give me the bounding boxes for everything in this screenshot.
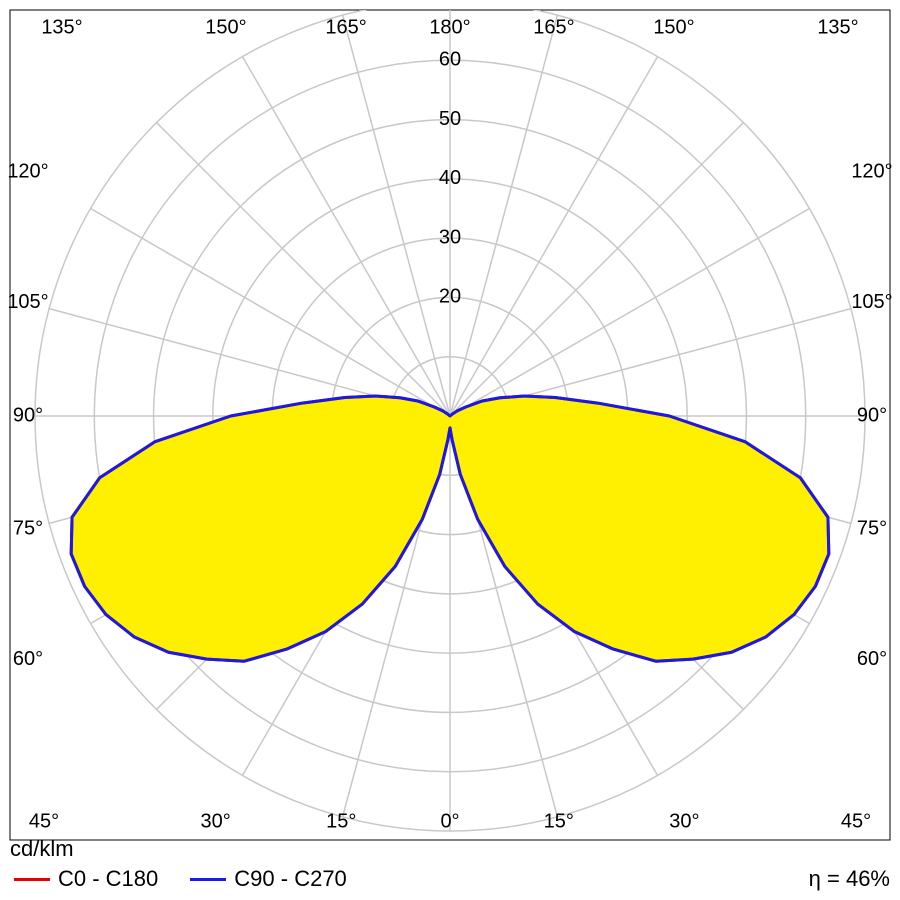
svg-text:60°: 60°: [13, 648, 43, 670]
svg-text:150°: 150°: [205, 16, 246, 38]
svg-text:135°: 135°: [41, 16, 82, 38]
svg-text:75°: 75°: [13, 517, 43, 539]
legend-swatch-c90: [190, 878, 226, 881]
svg-text:30°: 30°: [669, 810, 699, 832]
svg-text:165°: 165°: [533, 16, 574, 38]
svg-text:60: 60: [439, 49, 461, 71]
svg-text:105°: 105°: [851, 291, 892, 313]
eta-label: η = 46%: [809, 866, 890, 892]
svg-text:20: 20: [439, 286, 461, 308]
legend-item-c0: C0 - C180: [10, 866, 158, 892]
svg-text:45°: 45°: [841, 810, 871, 832]
svg-text:40: 40: [439, 167, 461, 189]
svg-text:15°: 15°: [326, 810, 356, 832]
svg-text:60°: 60°: [857, 648, 887, 670]
svg-text:45°: 45°: [29, 810, 59, 832]
svg-text:90°: 90°: [857, 404, 887, 426]
legend-label-c0: C0 - C180: [58, 866, 158, 892]
polar-chart-svg: 20 30 40 50 60 135° 150° 165° 180° 165° 150° 135° 12…: [0, 0, 900, 900]
svg-text:75°: 75°: [857, 517, 887, 539]
svg-text:150°: 150°: [653, 16, 694, 38]
svg-text:105°: 105°: [7, 291, 48, 313]
legend: C0 - C180 C90 - C270 η = 46%: [10, 866, 890, 892]
svg-text:180°: 180°: [429, 16, 470, 38]
svg-text:50: 50: [439, 108, 461, 130]
svg-text:15°: 15°: [544, 810, 574, 832]
svg-text:30°: 30°: [200, 810, 230, 832]
svg-text:0°: 0°: [440, 810, 459, 832]
legend-swatch-c0: [14, 878, 50, 881]
svg-text:30: 30: [439, 226, 461, 248]
svg-text:120°: 120°: [7, 161, 48, 183]
legend-item-c90: C90 - C270: [186, 866, 347, 892]
svg-text:90°: 90°: [13, 404, 43, 426]
unit-label: cd/klm: [10, 836, 74, 862]
legend-label-c90: C90 - C270: [234, 866, 347, 892]
svg-text:165°: 165°: [325, 16, 366, 38]
polar-chart-container: 20 30 40 50 60 135° 150° 165° 180° 165° 150° 135° 12…: [0, 0, 900, 900]
svg-text:135°: 135°: [817, 16, 858, 38]
svg-text:120°: 120°: [851, 161, 892, 183]
